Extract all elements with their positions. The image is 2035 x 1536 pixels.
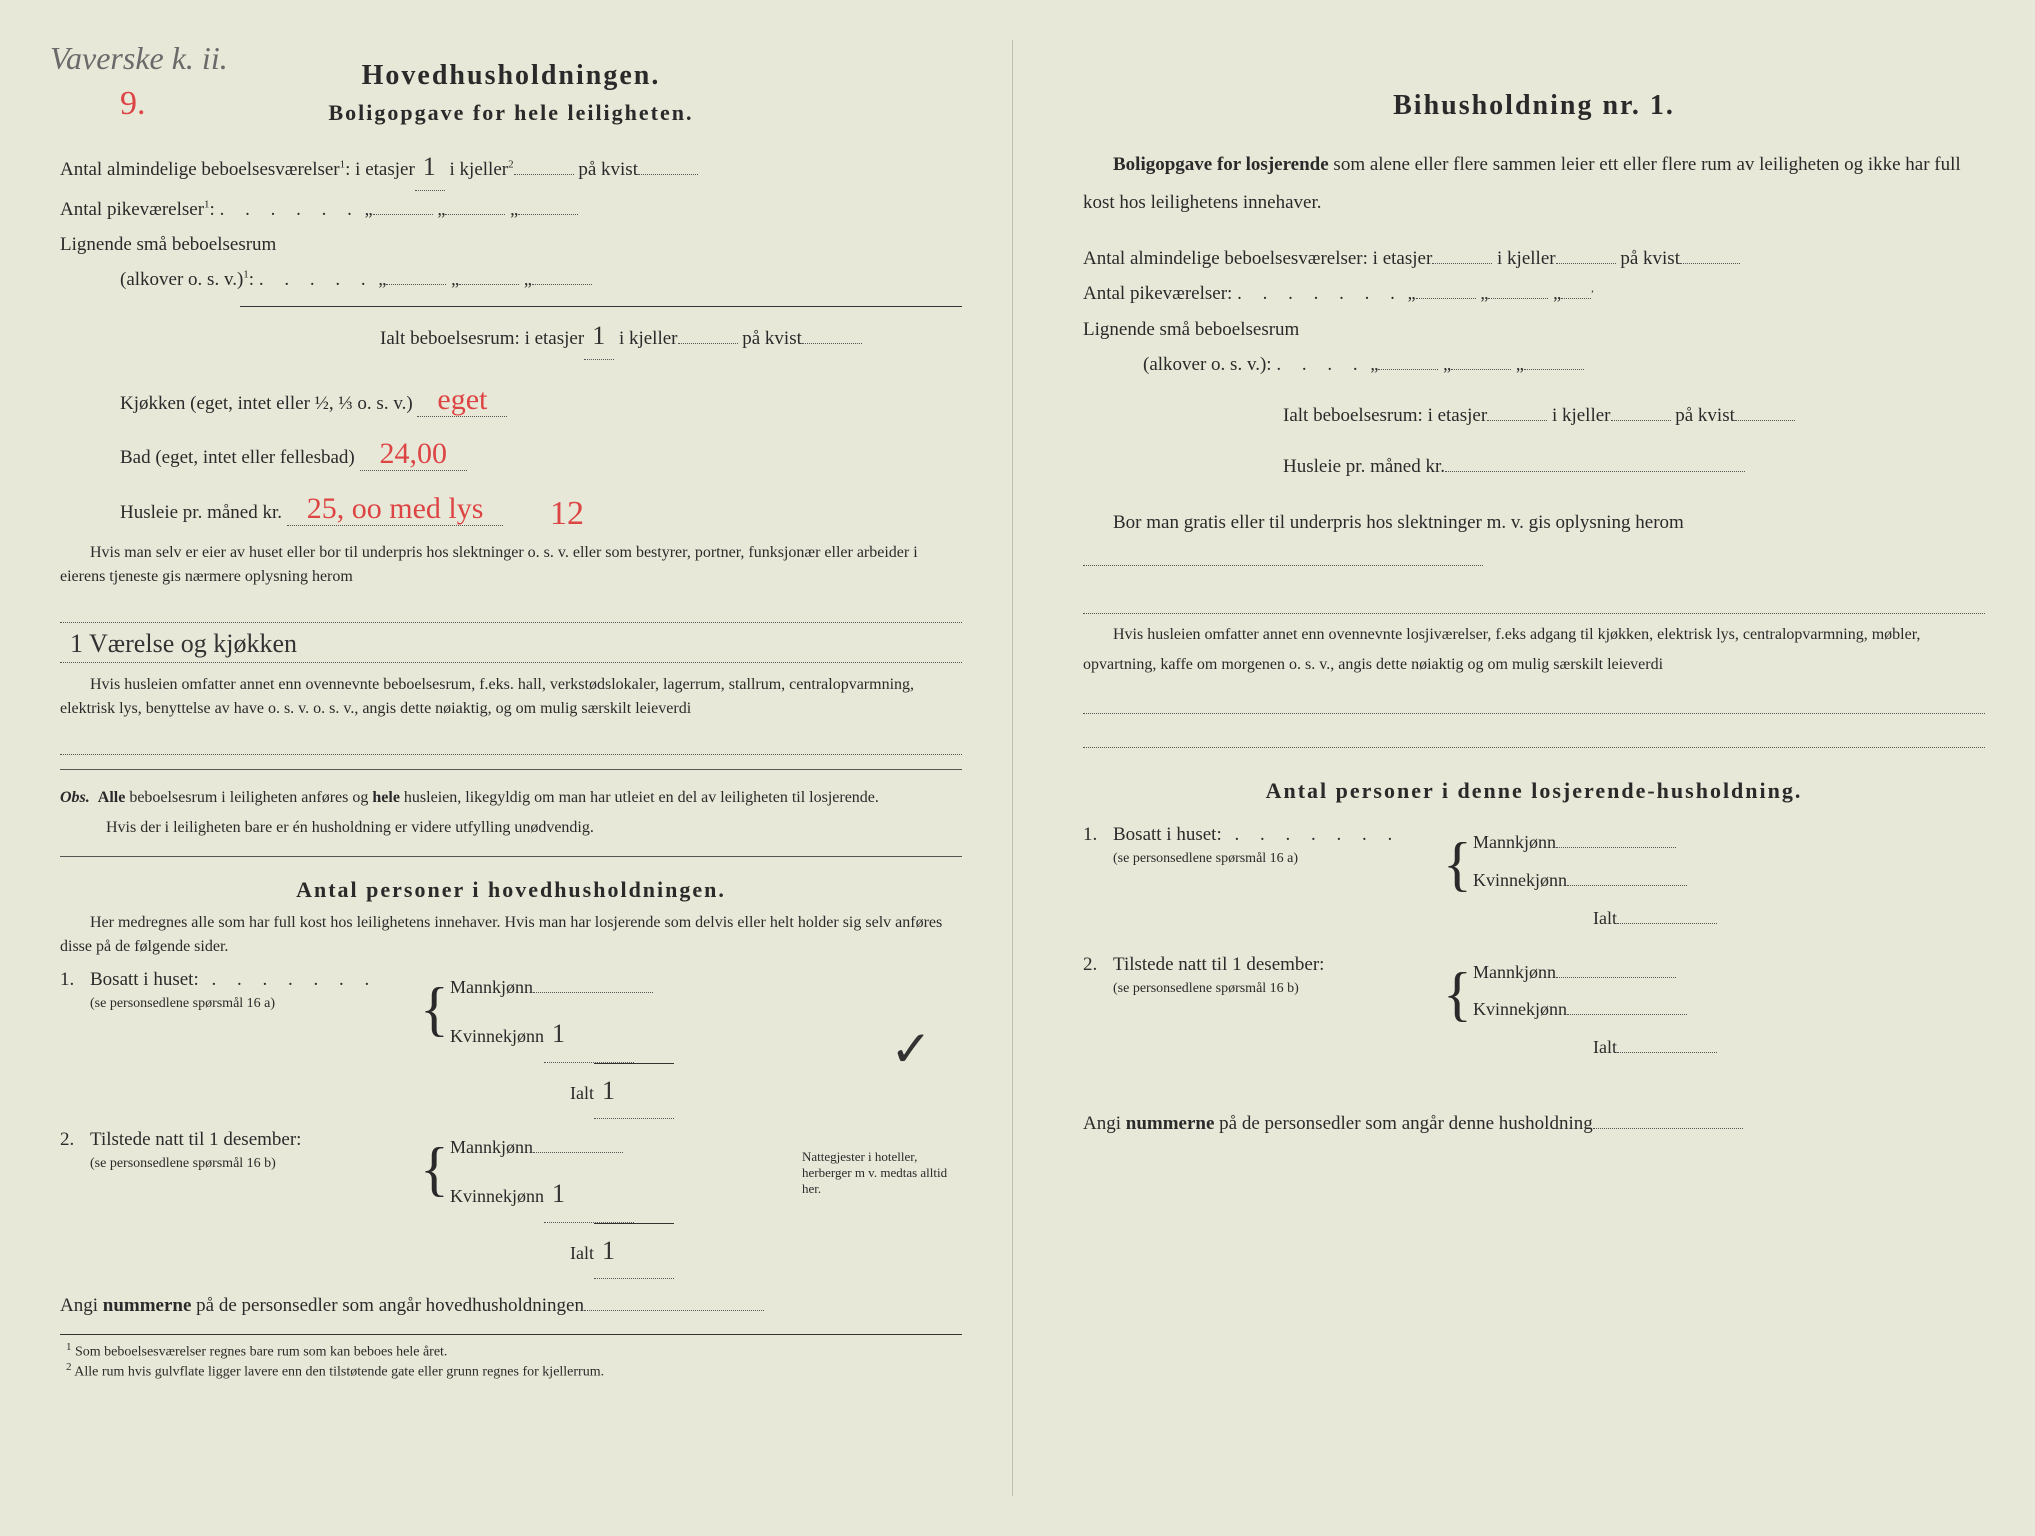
husleie-value: 25, oo med lys	[287, 492, 504, 526]
row-ialt: Ialt beboelsesrum: i etasjer1 i kjeller …	[240, 306, 962, 360]
section2-title-left: Antal personer i hovedhusholdningen.	[60, 877, 962, 903]
bor-text: Bor man gratis eller til underpris hos s…	[1083, 504, 1985, 580]
row-lign2-right: (alkover o. s. v.): . . . . „ „ „	[1083, 348, 1985, 381]
angi-left: Angi nummerne på de personsedler som ang…	[60, 1289, 962, 1322]
blank-r2	[1083, 686, 1985, 714]
row-husleie-right: Husleie pr. måned kr.	[1283, 450, 1985, 483]
blank-r1	[1083, 586, 1985, 614]
main-title-right: Bihusholdning nr. 1.	[1083, 90, 1985, 122]
question-1-right: 1. Bosatt i huset: . . . . . . . (se per…	[1083, 824, 1985, 937]
row-husleie: Husleie pr. måned kr. 25, oo med lys	[60, 483, 962, 536]
red-12-annotation: 12	[550, 495, 584, 533]
right-page: Bihusholdning nr. 1. Boligopgave for los…	[1013, 40, 2035, 1496]
red-number-annotation: 9.	[120, 85, 146, 123]
row-lignende-2: (alkover o. s. v.)1: . . . . . „ „ „	[60, 263, 962, 296]
row-ialt-right: Ialt beboelsesrum: i etasjer i kjeller p…	[1283, 399, 1985, 432]
section2-intro: Her medregnes alle som har full kost hos…	[60, 911, 962, 959]
blank-r3	[1083, 720, 1985, 748]
hvis2-text: Hvis husleien omfatter annet enn ovennev…	[60, 673, 962, 721]
bad-value: 24,00	[360, 437, 468, 471]
hvis-text: Hvis man selv er eier av huset eller bor…	[60, 541, 962, 589]
row-pike-right: Antal pikeværelser: . . . . . . . „ „ „,	[1083, 277, 1985, 310]
q1-kvinne-val: 1	[544, 1007, 634, 1063]
row-lignende-1: Lignende små beboelsesrum	[60, 228, 962, 261]
row-alm-right: Antal almindelige beboelsesværelser: i e…	[1083, 242, 1985, 275]
row-kjokken: Kjøkken (eget, intet eller ½, ⅓ o. s. v.…	[60, 374, 962, 427]
subtitle-left: Boligopgave for hele leiligheten.	[60, 100, 962, 126]
row-lign1-right: Lignende små beboelsesrum	[1083, 313, 1985, 346]
q2-ialt-val: 1	[594, 1223, 674, 1280]
question-1-left: 1. Bosatt i huset: . . . . . . . (se per…	[60, 969, 962, 1119]
ialt-etasjer-value: 1	[584, 313, 614, 360]
blank-2	[60, 727, 962, 755]
question-2-right: 2. Tilstede natt til 1 desember: (se per…	[1083, 954, 1985, 1067]
row-pike: Antal pikeværelser1: . . . . . . „ „ „	[60, 193, 962, 226]
etasjer-value: 1	[415, 144, 445, 191]
angi-right: Angi nummerne på de personsedler som ang…	[1083, 1107, 1985, 1140]
row-almindelige: Antal almindelige beboelsesværelser1: i …	[60, 144, 962, 191]
q2-kvinne-val: 1	[544, 1167, 634, 1223]
left-page: Vaverske k. ii. 9. Hovedhusholdningen. B…	[0, 40, 1013, 1496]
checkmark-icon: ✓	[890, 1020, 932, 1078]
obs-block: Obs. Alle beboelsesrum i leiligheten anf…	[60, 769, 962, 857]
blank-1	[60, 595, 962, 623]
kjokken-value: eget	[417, 383, 507, 417]
q2-mann-val	[533, 1152, 623, 1153]
row-bad: Bad (eget, intet eller fellesbad) 24,00	[60, 428, 962, 481]
footnotes: 1 Som beboelsesværelser regnes bare rum …	[60, 1334, 962, 1380]
handwritten-line: 1 Værelse og kjøkken	[60, 629, 962, 663]
intro-right: Boligopgave for losjerende som alene ell…	[1083, 146, 1985, 222]
q1-ialt-val: 1	[594, 1063, 674, 1120]
handwritten-annotation: Vaverske k. ii.	[50, 40, 228, 77]
hvis-right: Hvis husleien omfatter annet enn ovennev…	[1083, 620, 1985, 681]
question-2-left: 2. Tilstede natt til 1 desember: (se per…	[60, 1129, 962, 1279]
section2-title-right: Antal personer i denne losjerende-hushol…	[1083, 778, 1985, 804]
